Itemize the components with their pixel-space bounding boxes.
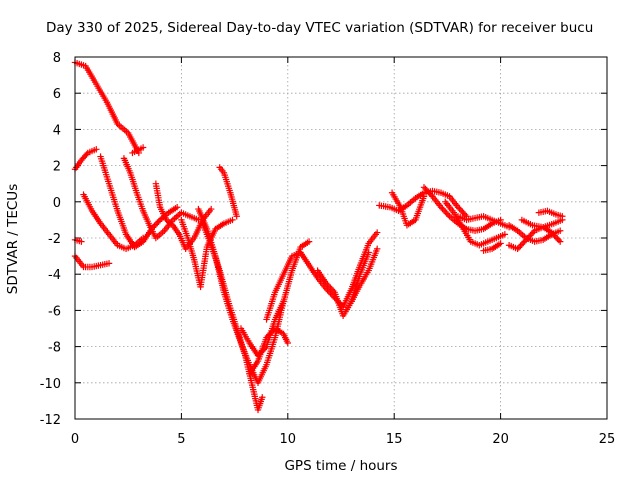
series-trail	[247, 326, 291, 376]
x-tick-label: 5	[177, 432, 185, 447]
series-arc-g	[80, 191, 147, 253]
y-tick-label: -10	[40, 377, 61, 392]
y-tick-label: -12	[40, 413, 61, 428]
series-arc-ab	[535, 207, 566, 220]
plot-frame	[74, 56, 608, 420]
series-trail	[457, 213, 511, 230]
series-trail	[482, 241, 503, 254]
data-marks	[71, 59, 566, 414]
y-tick-label: -4	[48, 268, 61, 283]
series-trail	[264, 231, 379, 321]
series-trail	[217, 166, 240, 218]
chart-title: Day 330 of 2025, Sidereal Day-to-day VTE…	[46, 20, 593, 36]
series-arc-c	[129, 144, 147, 157]
series-trail	[537, 208, 564, 219]
series-arc-m	[199, 220, 266, 414]
series-trail	[315, 251, 371, 317]
series-arc-k	[216, 164, 240, 220]
series-trail	[73, 147, 98, 171]
data-point	[522, 236, 530, 244]
y-axis-label: SDTVAR / TECUs	[5, 184, 21, 294]
series-arc-j	[178, 216, 236, 291]
series-trail	[349, 247, 380, 303]
data-point	[556, 238, 564, 245]
series-arc-o	[246, 325, 291, 377]
series-trail	[73, 237, 83, 245]
series-arc-r	[348, 245, 381, 305]
y-tick-label: -6	[48, 304, 61, 319]
y-tick-label: -8	[48, 341, 61, 356]
series-arc-w	[454, 213, 513, 231]
x-tick-labels: 0 5 10 15 20 25	[71, 432, 615, 447]
series-trail	[390, 191, 427, 228]
series-trail	[81, 193, 145, 252]
x-tick-label: 10	[280, 432, 297, 447]
series-arc-x	[480, 240, 504, 254]
x-tick-label: 25	[599, 432, 616, 447]
x-tick-label: 0	[71, 432, 79, 447]
y-tick-label: 4	[53, 123, 61, 138]
series-arc-a	[71, 59, 143, 157]
y-tick-labels: -12 -10 -8 -6 -4 -2 0 2 4 6 8	[40, 51, 61, 428]
data-point	[420, 184, 428, 191]
tick-layer	[74, 56, 608, 420]
series-trail	[520, 217, 564, 230]
x-tick-label: 20	[492, 432, 509, 447]
x-axis-label: GPS time / hours	[284, 458, 397, 474]
y-tick-label: 6	[53, 87, 61, 102]
series-trail	[73, 254, 111, 271]
y-tick-label: 8	[53, 51, 61, 66]
series-arc-t	[388, 189, 428, 229]
y-tick-label: 2	[53, 160, 61, 175]
series-trail	[73, 60, 141, 155]
y-tick-label: 0	[53, 196, 61, 211]
y-tick-label: -2	[48, 232, 61, 247]
series-trail	[131, 145, 145, 155]
x-tick-label: 15	[386, 432, 403, 447]
series-arc-u	[420, 184, 504, 234]
